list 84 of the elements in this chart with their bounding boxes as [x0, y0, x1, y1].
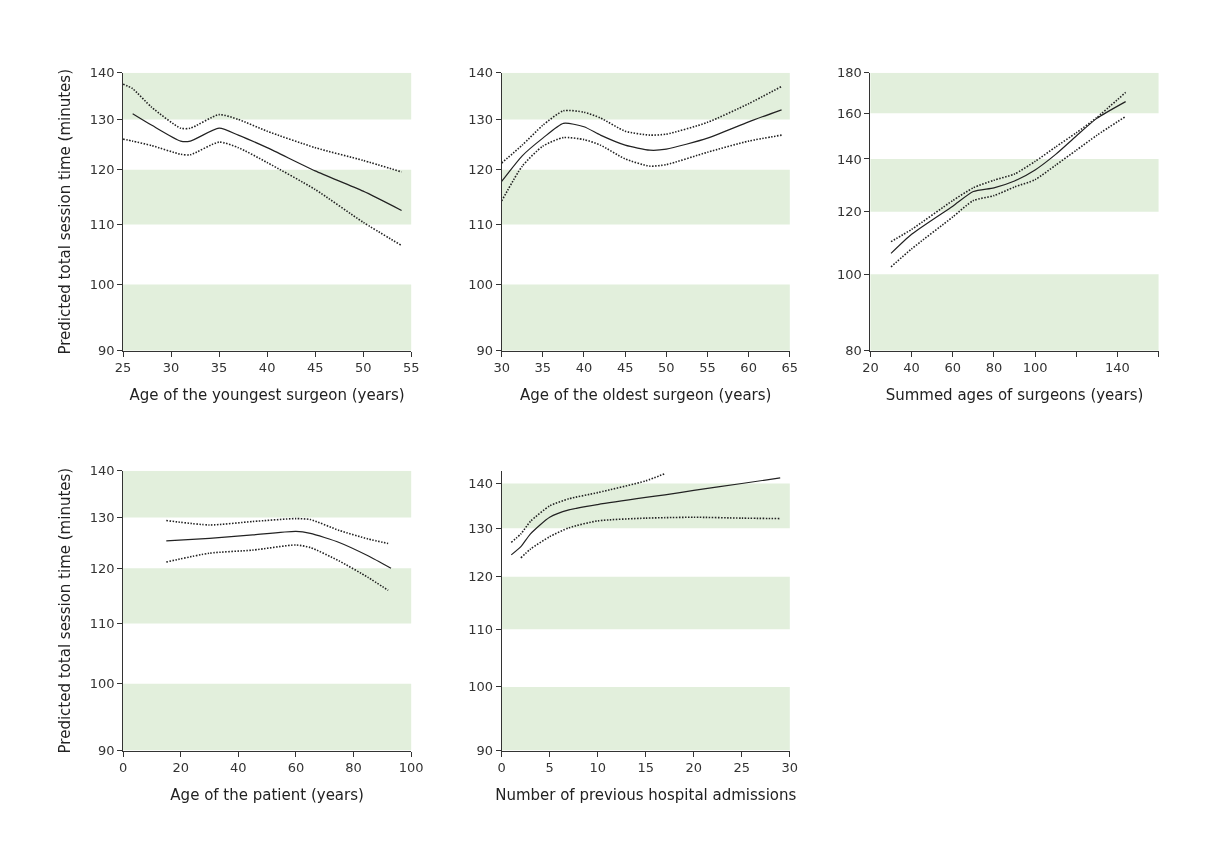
x-tick-label: 100	[398, 760, 424, 776]
x-tick-label: 55	[402, 360, 420, 376]
x-tick-label: 100	[1022, 360, 1048, 376]
y-tick-label: 90	[97, 743, 115, 759]
y-tick-label: 140	[468, 65, 494, 81]
line-series	[123, 138, 403, 247]
y-axis-title: Predicted total session time (minutes)	[55, 467, 74, 754]
x-tick-label: 5	[545, 760, 554, 776]
y-tick-label: 130	[89, 510, 115, 526]
x-tick-label: 50	[354, 360, 372, 376]
x-tick-label: 40	[258, 360, 276, 376]
y-tick-label: 120	[468, 569, 494, 585]
x-tick-label: 35	[210, 360, 228, 376]
x-tick-label: 0	[118, 760, 128, 776]
x-tick-label: 45	[306, 360, 324, 376]
y-tick-label: 100	[468, 277, 494, 293]
line-series	[510, 477, 781, 556]
x-tick-label: 25	[733, 760, 751, 776]
y-tick-label: 110	[89, 616, 115, 632]
x-tick-label: 20	[862, 360, 879, 376]
x-tick-label: 30	[493, 360, 510, 376]
x-tick-label: 60	[944, 360, 962, 376]
y-tick-label: 140	[837, 151, 862, 167]
x-tick-label: 50	[658, 360, 675, 376]
y-tick-label: 120	[837, 204, 862, 220]
line-series	[510, 472, 666, 544]
y-tick-label: 80	[845, 343, 862, 359]
x-tick-label: 20	[685, 760, 703, 776]
line-series	[132, 113, 403, 212]
x-tick-label: 30	[781, 760, 799, 776]
y-tick-label: 110	[468, 621, 494, 637]
y-tick-label: 90	[97, 343, 115, 359]
x-tick-label: 35	[534, 360, 552, 376]
x-tick-label: 40	[575, 360, 593, 376]
y-tick-label: 120	[89, 560, 115, 576]
y-tick-label: 120	[468, 162, 494, 178]
y-tick-label: 140	[89, 463, 115, 479]
y-tick-label: 180	[837, 65, 862, 81]
x-tick-label: 25	[114, 360, 132, 376]
x-tick-label: 10	[589, 760, 606, 776]
line-series	[165, 530, 392, 569]
y-axis-title: Predicted total session time (minutes)	[55, 69, 74, 355]
line-series	[165, 544, 389, 592]
x-axis-title: Number of previous hospital admissions	[495, 786, 797, 805]
x-axis-title: Summed ages of surgeons (years)	[885, 386, 1144, 405]
y-tick-label: 160	[837, 105, 862, 121]
y-tick-label: 120	[89, 162, 115, 178]
line-series	[501, 109, 783, 183]
x-tick-label: 80	[985, 360, 1003, 376]
y-tick-label: 110	[89, 217, 115, 233]
y-tick-label: 100	[468, 679, 494, 695]
line-series	[520, 516, 781, 559]
y-tick-label: 90	[476, 343, 494, 359]
x-tick-label: 20	[172, 760, 189, 776]
line-series	[501, 134, 783, 202]
x-tick-label: 60	[287, 760, 305, 776]
x-axis-title: Age of the youngest surgeon (years)	[129, 386, 405, 405]
x-tick-label: 55	[699, 360, 716, 376]
y-tick-label: 140	[468, 476, 494, 492]
x-tick-label: 15	[637, 760, 655, 776]
line-series	[501, 85, 783, 164]
x-tick-label: 65	[781, 360, 799, 376]
x-tick-label: 60	[740, 360, 757, 376]
x-tick-label: 30	[162, 360, 180, 376]
x-tick-label: 140	[1105, 360, 1130, 376]
y-tick-label: 130	[468, 111, 494, 127]
line-series	[890, 115, 1127, 268]
line-series	[123, 83, 403, 173]
y-tick-label: 130	[468, 520, 494, 536]
x-axis-title: Age of the patient (years)	[170, 786, 364, 805]
y-tick-label: 140	[89, 65, 115, 81]
x-tick-label: 0	[497, 760, 506, 776]
x-tick-label: 40	[230, 760, 247, 776]
y-tick-label: 90	[476, 743, 494, 759]
y-tick-label: 100	[89, 277, 115, 293]
line-series	[165, 517, 389, 545]
y-tick-label: 100	[837, 266, 862, 282]
y-tick-label: 110	[468, 217, 494, 233]
x-tick-label: 40	[903, 360, 920, 376]
x-axis-title: Age of the oldest surgeon (years)	[520, 386, 772, 405]
x-tick-label: 45	[616, 360, 634, 376]
x-tick-label: 80	[345, 760, 362, 776]
y-tick-label: 130	[89, 111, 115, 127]
y-tick-label: 100	[89, 676, 115, 692]
